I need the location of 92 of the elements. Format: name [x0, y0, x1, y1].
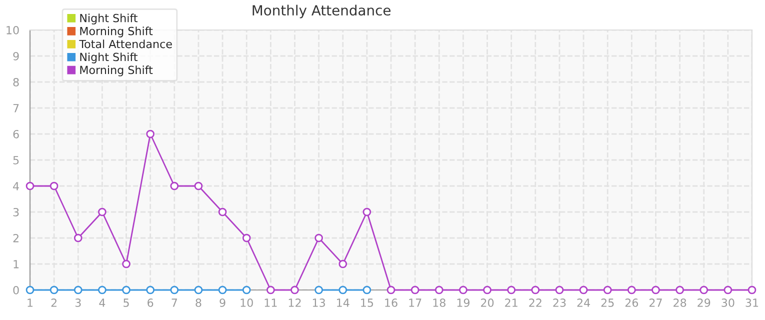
- point: [74, 286, 82, 294]
- point: [194, 182, 203, 190]
- y-tick-label: 4: [13, 182, 19, 190]
- point: [459, 286, 468, 294]
- x-tick-label: 13: [312, 298, 325, 307]
- point: [146, 130, 154, 138]
- point: [290, 286, 299, 294]
- x-tick-label: 12: [288, 298, 301, 307]
- point: [242, 286, 251, 294]
- y-tick-label: 6: [13, 130, 19, 138]
- point: [314, 286, 323, 294]
- x-tick-label: 19: [457, 298, 470, 307]
- x-tick-label: 1: [28, 298, 33, 307]
- point: [628, 286, 636, 294]
- point: [410, 286, 420, 294]
- x-tick-label: 5: [124, 298, 129, 307]
- y-tick-label: 1: [14, 260, 19, 268]
- point: [434, 286, 444, 294]
- x-tick-label: 21: [505, 298, 518, 307]
- point: [242, 234, 251, 242]
- point: [652, 286, 660, 294]
- y-tick-label: 8: [13, 78, 19, 86]
- x-tick-label: 18: [433, 298, 446, 307]
- point: [170, 286, 179, 294]
- x-tick-label: 7: [172, 298, 177, 307]
- x-tick-label: 20: [481, 298, 494, 307]
- point: [676, 286, 684, 294]
- y-tick-label: 2: [13, 234, 18, 242]
- x-tick-label: 2: [51, 298, 56, 307]
- legend-label: Night Shift: [80, 14, 138, 24]
- x-tick-label: 27: [649, 298, 662, 307]
- x-tick-label: 16: [385, 298, 398, 307]
- point: [26, 286, 34, 294]
- x-tick-label: 17: [409, 298, 422, 307]
- point: [50, 286, 58, 294]
- x-tick-label: 24: [577, 298, 590, 307]
- x-tick-label: 31: [746, 298, 758, 307]
- point: [194, 286, 203, 294]
- x-tick-label: 22: [529, 298, 542, 307]
- point: [74, 234, 82, 242]
- point: [338, 286, 348, 294]
- point: [98, 286, 106, 294]
- point: [386, 286, 396, 294]
- point: [338, 260, 348, 268]
- point: [555, 286, 564, 294]
- y-tick-label: 9: [13, 52, 19, 60]
- x-tick-label: 9: [220, 298, 226, 307]
- point: [314, 234, 323, 242]
- x-tick-label: 14: [337, 298, 350, 307]
- point: [748, 286, 756, 294]
- point: [170, 182, 179, 190]
- y-tick-label: 5: [13, 156, 19, 164]
- legend-label: Night Shift: [80, 52, 138, 64]
- x-tick-label: 25: [601, 298, 614, 307]
- x-tick-label: 4: [99, 298, 106, 307]
- point: [50, 182, 58, 190]
- point: [218, 286, 227, 294]
- x-tick-label: 15: [361, 298, 374, 307]
- legend-label: Total Attendance: [79, 40, 172, 48]
- point: [266, 286, 275, 294]
- y-tick-label: 7: [13, 104, 19, 112]
- x-tick-label: 23: [553, 298, 566, 307]
- x-tick-label: 28: [674, 298, 686, 307]
- chart-title: Monthly Attendance: [252, 4, 390, 18]
- point: [26, 182, 34, 190]
- point: [362, 286, 372, 294]
- legend-label: Morning Shift: [80, 26, 153, 38]
- point: [531, 286, 540, 294]
- point: [122, 260, 130, 268]
- point: [603, 286, 612, 294]
- point: [724, 286, 732, 294]
- x-tick-label: 11: [264, 298, 277, 307]
- point: [579, 286, 588, 294]
- y-tick-label: 3: [13, 208, 19, 216]
- x-tick-label: 10: [240, 298, 253, 307]
- point: [700, 286, 708, 294]
- x-tick-label: 8: [196, 298, 202, 307]
- point: [507, 286, 516, 294]
- point: [146, 286, 154, 294]
- legend-label: Morning Shift: [80, 66, 153, 76]
- x-tick-label: 26: [625, 298, 638, 307]
- x-tick-label: 29: [698, 298, 710, 307]
- point: [218, 208, 227, 216]
- point: [98, 208, 106, 216]
- y-tick-label: 0: [13, 286, 19, 294]
- point: [362, 208, 372, 216]
- point: [483, 286, 492, 294]
- y-tick-label: 10: [6, 26, 19, 34]
- x-tick-label: 30: [722, 298, 734, 307]
- point: [122, 286, 130, 294]
- x-tick-label: 6: [148, 298, 154, 307]
- x-tick-label: 3: [75, 298, 81, 307]
